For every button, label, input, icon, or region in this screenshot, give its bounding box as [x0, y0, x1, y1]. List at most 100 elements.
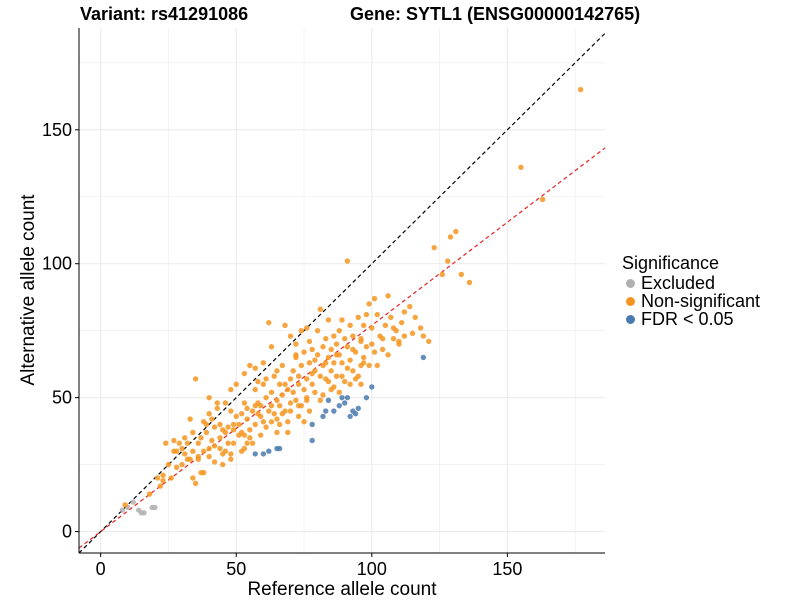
point-nonsignificant	[211, 424, 218, 430]
point-nonsignificant	[252, 421, 258, 428]
y-tick-label: 100	[42, 254, 72, 274]
point-nonsignificant	[241, 400, 248, 406]
point-nonsignificant	[458, 271, 464, 278]
point-nonsignificant	[426, 338, 432, 345]
point-fdr	[352, 411, 359, 417]
point-nonsignificant	[363, 311, 370, 318]
point-excluded	[130, 499, 136, 505]
point-nonsignificant	[190, 448, 196, 454]
identity-reference-line	[78, 32, 606, 554]
x-axis-label: Reference allele count	[247, 579, 437, 600]
point-nonsignificant	[347, 357, 353, 363]
point-nonsignificant	[358, 381, 364, 387]
point-nonsignificant	[146, 491, 153, 497]
legend-item-excluded: Excluded	[622, 272, 760, 293]
point-nonsignificant	[276, 402, 283, 409]
point-nonsignificant	[379, 346, 386, 353]
fit-reference-line	[78, 147, 606, 549]
point-nonsignificant	[238, 411, 245, 417]
point-nonsignificant	[247, 362, 253, 369]
point-nonsignificant	[287, 376, 294, 382]
point-nonsignificant	[420, 333, 427, 339]
point-nonsignificant	[255, 378, 261, 385]
point-nonsignificant	[301, 386, 307, 393]
point-nonsignificant	[263, 394, 269, 401]
point-nonsignificant	[285, 386, 291, 393]
grid-lines	[79, 28, 605, 553]
point-nonsignificant	[306, 408, 313, 414]
point-nonsignificant	[285, 419, 291, 425]
point-nonsignificant	[244, 416, 250, 422]
point-nonsignificant	[344, 344, 351, 350]
point-nonsignificant	[257, 402, 264, 409]
variant-title: Variant: rs41291086	[80, 4, 249, 24]
point-nonsignificant	[220, 461, 226, 468]
point-nonsignificant	[295, 413, 302, 420]
point-nonsignificant	[287, 408, 294, 414]
point-nonsignificant	[271, 411, 277, 417]
point-nonsignificant	[249, 408, 256, 414]
point-fdr	[325, 397, 332, 404]
point-nonsignificant	[293, 397, 299, 404]
axes	[78, 28, 605, 554]
point-nonsignificant	[257, 413, 264, 420]
point-nonsignificant	[154, 475, 161, 481]
point-nonsignificant	[168, 475, 174, 481]
axis-ticks: 0 50 100 150 0 50 100 150	[42, 120, 522, 579]
gene-title: Gene: SYTL1 (ENSG00000142765)	[350, 4, 641, 24]
point-nonsignificant	[217, 435, 223, 441]
y-axis-label: Alternative allele count	[18, 194, 39, 386]
point-nonsignificant	[382, 322, 389, 329]
y-tick-label: 50	[52, 388, 72, 408]
point-nonsignificant	[339, 317, 345, 323]
legend-label-excluded: Excluded	[641, 272, 716, 293]
point-nonsignificant	[339, 373, 345, 379]
point-nonsignificant	[287, 400, 294, 406]
point-nonsignificant	[339, 360, 345, 366]
point-nonsignificant	[163, 440, 169, 446]
point-nonsignificant	[366, 301, 372, 307]
point-nonsignificant	[336, 327, 342, 334]
point-nonsignificant	[371, 295, 378, 302]
point-nonsignificant	[314, 327, 321, 334]
point-nonsignificant	[279, 411, 286, 417]
point-nonsignificant	[331, 333, 337, 339]
point-nonsignificant	[285, 429, 291, 436]
point-nonsignificant	[225, 424, 231, 430]
point-nonsignificant	[187, 416, 193, 422]
point-nonsignificant	[195, 453, 201, 460]
point-nonsignificant	[190, 475, 196, 481]
point-nonsignificant	[317, 397, 324, 404]
point-nonsignificant	[390, 325, 397, 331]
point-nonsignificant	[333, 352, 340, 358]
legend-item-nonsignificant: Non-significant	[622, 291, 760, 311]
point-nonsignificant	[171, 448, 177, 454]
point-nonsignificant	[206, 394, 212, 401]
point-fdr	[369, 384, 375, 390]
point-nonsignificant	[336, 389, 342, 395]
legend-key-fdr	[626, 314, 635, 324]
point-nonsignificant	[198, 435, 204, 441]
point-nonsignificant	[201, 448, 207, 454]
point-nonsignificant	[374, 311, 380, 318]
point-nonsignificant	[323, 336, 329, 342]
point-nonsignificant	[252, 402, 258, 409]
point-nonsignificant	[312, 389, 318, 395]
point-nonsignificant	[276, 381, 283, 387]
point-nonsignificant	[244, 405, 250, 412]
reference-lines	[78, 32, 606, 554]
point-nonsignificant	[398, 319, 405, 326]
point-fdr	[276, 445, 283, 452]
point-nonsignificant	[160, 477, 166, 484]
point-nonsignificant	[317, 306, 324, 312]
point-nonsignificant	[360, 322, 367, 329]
point-nonsignificant	[247, 427, 253, 433]
point-nonsignificant	[407, 303, 413, 310]
point-nonsignificant	[350, 333, 356, 339]
point-nonsignificant	[518, 164, 524, 170]
point-nonsignificant	[344, 365, 351, 371]
point-nonsignificant	[439, 271, 446, 278]
point-nonsignificant	[331, 360, 337, 366]
point-nonsignificant	[304, 325, 310, 331]
point-nonsignificant	[157, 483, 164, 489]
